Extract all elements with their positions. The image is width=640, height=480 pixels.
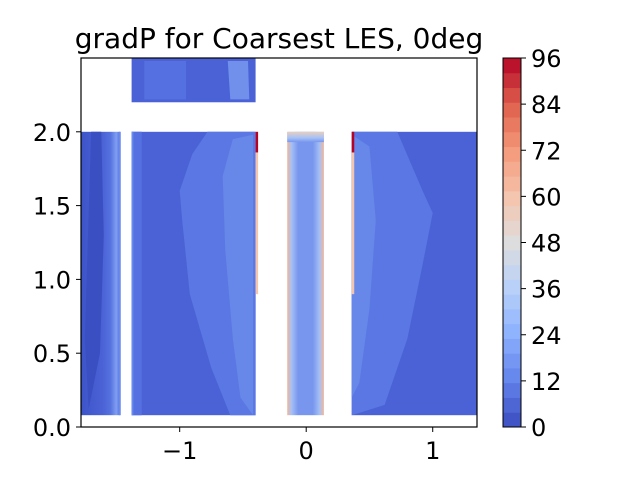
plot-frame	[80, 57, 478, 428]
colorbar-tick-label: 84	[531, 91, 562, 119]
colorbar-tick-label: 24	[531, 322, 562, 350]
contour-band-upper-strip	[144, 60, 187, 100]
contour-band-left-column	[84, 131, 104, 410]
y-tick-label: 0.0	[33, 414, 71, 442]
colorbar-tick-label: 36	[531, 276, 562, 304]
edge-left-column	[118, 131, 121, 416]
y-tick-label: 1.0	[33, 266, 71, 294]
colorbar-level	[503, 308, 521, 325]
colorbar-tick-label: 60	[531, 183, 562, 211]
colorbar-tick-label: 0	[531, 414, 546, 442]
colorbar-level	[503, 220, 521, 236]
colorbar-level	[503, 264, 521, 280]
y-tick-label: 0.5	[33, 340, 71, 368]
hot-edge-left-center-top	[255, 131, 259, 153]
colorbar-tick-label: 12	[531, 368, 562, 396]
contour-band-left-center-edge	[131, 131, 142, 416]
y-tick-label: 1.5	[33, 193, 71, 221]
chart-title: gradP for Coarsest LES, 0deg	[75, 22, 484, 55]
colorbar-level	[503, 353, 521, 369]
colorbar-level	[503, 338, 521, 354]
colorbar-level	[503, 323, 521, 339]
edge-left-center	[131, 131, 134, 416]
colorbar-tick-label: 72	[531, 137, 562, 165]
colorbar-level	[503, 397, 521, 413]
center-column-top	[287, 131, 324, 143]
colorbar-level	[503, 117, 521, 133]
colorbar-level	[503, 205, 521, 221]
contour-band-right-inner	[351, 134, 376, 398]
colorbar-level	[503, 382, 521, 398]
colorbar: 0 12 24 36 48 60 72 84 96	[502, 45, 562, 442]
hot-edge-right-top	[351, 131, 355, 153]
plot-area	[81, 58, 477, 416]
colorbar-level	[503, 294, 521, 310]
colorbar-tick-label: 48	[531, 230, 562, 258]
colorbar-level	[503, 367, 521, 384]
colorbar-level	[503, 249, 521, 266]
contour-band-left-center-inner	[222, 134, 254, 416]
colorbar-level	[503, 235, 521, 251]
colorbar-level	[503, 412, 521, 428]
colorbar-level	[503, 279, 521, 295]
x-tick-label: 0	[299, 437, 314, 465]
colorbar-tick-label: 96	[531, 45, 562, 73]
colorbar-level	[503, 131, 521, 148]
x-tick-label: 1	[425, 437, 440, 465]
x-tick-label: −1	[162, 437, 197, 465]
region-center-column	[287, 131, 324, 416]
y-tick-label: 2.0	[33, 119, 71, 147]
colorbar-level	[503, 190, 521, 207]
colorbar-level	[503, 58, 521, 74]
hot-edge-right-mid	[351, 152, 355, 295]
colorbar-level	[503, 87, 521, 103]
contour-band-upper-strip-hot	[227, 60, 250, 100]
colorbar-level	[503, 72, 521, 89]
hot-edge-left-center-mid	[255, 152, 259, 295]
colorbar-level	[503, 161, 521, 177]
colorbar-level	[503, 102, 521, 118]
colorbar-level	[503, 176, 521, 192]
colorbar-level	[503, 146, 521, 162]
axes: −1 0 1 0.0 0.5 1.0 1.5 2.0	[33, 119, 441, 465]
